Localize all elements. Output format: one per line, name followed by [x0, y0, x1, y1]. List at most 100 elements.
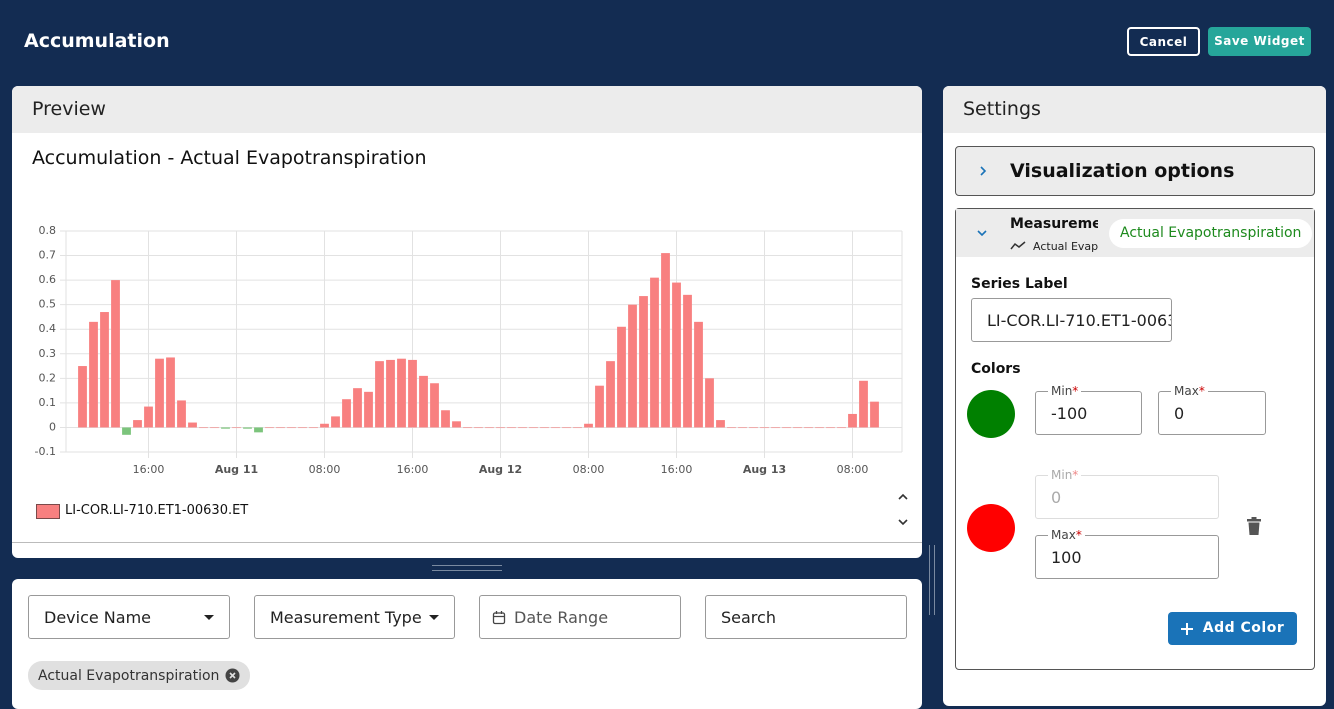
search-field[interactable]: Search [705, 595, 907, 639]
y-tick-label: -0.1 [35, 445, 56, 458]
bar [122, 427, 131, 435]
color-swatch[interactable] [967, 390, 1015, 438]
bar [804, 427, 813, 429]
collapse-icon [977, 230, 987, 237]
y-tick-label: 0.3 [39, 347, 57, 360]
y-tick-label: 0 [49, 420, 56, 433]
chip-remove[interactable] [225, 668, 240, 683]
x-tick-label: 16:00 [397, 463, 429, 476]
bar [430, 383, 439, 428]
bar [617, 326, 626, 428]
bar [606, 361, 615, 428]
bar [496, 427, 505, 429]
bar [463, 427, 472, 429]
y-tick-label: 0.8 [39, 224, 57, 237]
bar [738, 427, 747, 429]
visualization-panel[interactable]: Visualization options [955, 146, 1315, 196]
bar [716, 420, 725, 428]
cancel-button[interactable]: Cancel [1127, 27, 1200, 56]
max-input[interactable]: Max* 0 [1158, 384, 1266, 435]
input-value: LI-COR.LI-710.ET1-00630.ET [987, 310, 1171, 330]
measurement-panel: Measurements Actual Evapotranspiration A… [955, 208, 1315, 670]
bar [529, 427, 538, 429]
bar [837, 427, 846, 429]
plus-icon [1180, 622, 1193, 635]
bar [573, 427, 582, 429]
bar [760, 427, 769, 429]
date-range-label: Date Range [514, 607, 609, 627]
bar [397, 358, 406, 428]
bar [375, 361, 384, 428]
min-input-disabled: Min* 0 [1035, 468, 1219, 519]
field-label: Max* [1048, 528, 1085, 542]
field-label: Max* [1171, 384, 1208, 398]
bar [584, 423, 593, 428]
resize-handle[interactable] [432, 565, 502, 571]
required-mark: * [1072, 468, 1079, 482]
bar [309, 427, 318, 429]
settings-title: Settings [943, 86, 1326, 133]
bar [749, 427, 758, 429]
measurement-chip: Actual Evapotranspiration [1109, 219, 1313, 248]
bar [595, 385, 604, 428]
bar [133, 420, 142, 428]
settings-card: Settings Visualization options Measureme… [943, 86, 1326, 706]
bar [89, 321, 98, 428]
x-tick-label: 16:00 [661, 463, 693, 476]
x-tick-label: Aug 12 [479, 463, 522, 476]
measurement-sub: Actual Evapotranspiration [1033, 240, 1098, 253]
series-label-input[interactable]: LI-COR.LI-710.ET1-00630.ET [971, 298, 1172, 342]
required-mark: * [1198, 384, 1205, 398]
bar [848, 413, 857, 428]
bar [386, 359, 395, 428]
x-tick-label: 08:00 [573, 463, 605, 476]
bar [452, 421, 461, 428]
bar [815, 427, 824, 429]
bar [298, 427, 307, 429]
legend-label[interactable]: LI-COR.LI-710.ET1-00630.ET [65, 503, 249, 518]
y-tick-label: 0.7 [39, 249, 57, 262]
min-input[interactable]: Min* -100 [1035, 384, 1142, 435]
bar [485, 427, 494, 429]
color-swatch[interactable] [967, 504, 1015, 552]
required-mark: * [1075, 528, 1082, 542]
chip-label: Actual Evapotranspiration [38, 667, 220, 684]
required-mark: * [1072, 384, 1079, 398]
bar [826, 427, 835, 429]
bar [793, 427, 802, 429]
delete-icon[interactable] [1246, 517, 1262, 536]
filter-chip[interactable]: Actual Evapotranspiration [28, 661, 251, 690]
date-range[interactable]: Date Range [479, 595, 681, 639]
bar [694, 321, 703, 428]
bar [276, 427, 285, 429]
x-tick-label: 08:00 [309, 463, 341, 476]
bar [507, 427, 516, 429]
bar [210, 427, 219, 429]
dropdown-label: Device Name [44, 607, 152, 627]
y-tick-label: 0.1 [39, 396, 57, 409]
bar [727, 427, 736, 429]
bar [683, 294, 692, 428]
field-label: Min* [1048, 384, 1082, 398]
calendar-icon [492, 610, 506, 624]
resize-handle[interactable] [929, 545, 935, 615]
label-text: Min [1051, 468, 1073, 482]
add-color-button[interactable]: Add Color [1168, 612, 1297, 645]
bar [243, 427, 252, 429]
panel-header[interactable]: Measurements Actual Evapotranspiration A… [956, 209, 1314, 257]
legend-scroll[interactable] [896, 490, 910, 530]
bar [474, 427, 483, 429]
bar [155, 358, 164, 428]
line-icon [1010, 241, 1026, 250]
device-dropdown[interactable]: Device Name [28, 595, 230, 639]
max-input[interactable]: Max* 100 [1035, 528, 1219, 579]
search-label: Search [721, 607, 776, 627]
save-button[interactable]: Save Widget [1208, 27, 1311, 56]
measurement-dropdown[interactable]: Measurement Type [254, 595, 455, 639]
bar [518, 427, 527, 429]
chart: -0.1 0 0.1 0.2 0.3 0.4 0.5 0.6 0.7 0.8 16:00 Aug 11… [35, 224, 903, 476]
bar [661, 253, 670, 428]
bar [441, 410, 450, 428]
bar [551, 427, 560, 429]
divider [12, 542, 922, 543]
